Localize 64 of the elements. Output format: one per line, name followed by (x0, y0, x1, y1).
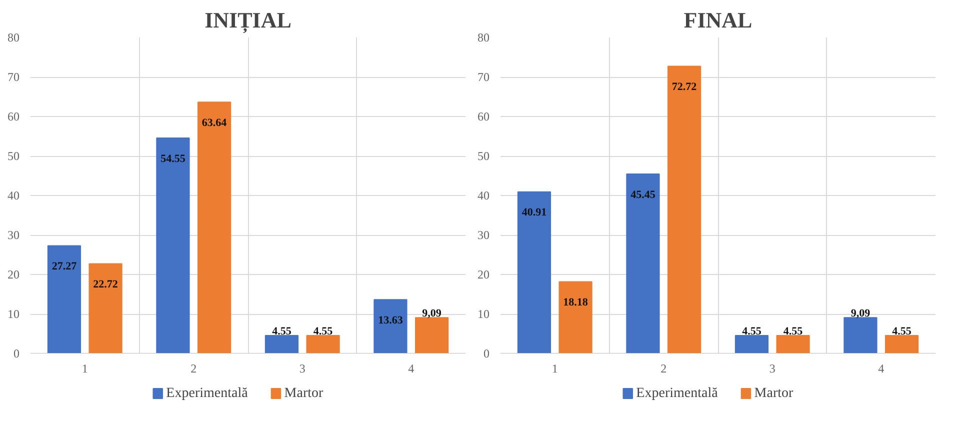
bar (197, 102, 232, 354)
y-tick-label: 0 (14, 346, 20, 360)
data-label: 4.55 (742, 326, 762, 338)
y-tick-label: 40 (478, 188, 490, 202)
bar (306, 335, 340, 354)
data-label: 40.91 (522, 206, 547, 219)
y-tick-label: 70 (478, 70, 490, 84)
data-label: 4.55 (892, 326, 912, 338)
bar (734, 335, 769, 354)
x-tick-label: 4 (408, 362, 414, 376)
bar (626, 173, 660, 354)
data-label: 4.55 (783, 326, 804, 338)
data-label: 18.18 (563, 296, 588, 308)
bar (47, 245, 82, 354)
x-tick-label: 1 (552, 362, 558, 376)
bar (844, 317, 878, 354)
bar (88, 263, 122, 354)
bar (517, 191, 552, 354)
y-tick-label: 10 (8, 307, 20, 321)
y-tick-label: 50 (8, 149, 20, 163)
bar (156, 138, 190, 354)
legend-label: Martor (284, 386, 324, 401)
bar (414, 317, 449, 354)
y-tick-label: 20 (8, 268, 20, 282)
y-tick-label: 60 (478, 110, 490, 124)
x-tick-label: 1 (82, 362, 88, 376)
x-tick-label: 2 (190, 362, 197, 376)
y-tick-label: 40 (8, 188, 20, 202)
y-tick-label: 80 (8, 30, 20, 44)
y-tick-label: 30 (478, 228, 490, 242)
y-tick-label: 20 (478, 268, 490, 282)
bar (667, 66, 702, 354)
x-tick-label: 4 (878, 362, 884, 376)
data-label: 22.72 (93, 278, 118, 291)
bar (264, 335, 299, 354)
y-tick-label: 50 (478, 149, 490, 163)
x-tick-label: 3 (299, 362, 306, 376)
bar (374, 299, 408, 354)
legend-label: Martor (754, 386, 794, 401)
y-tick-label: 10 (478, 307, 490, 321)
legend-label: Experimentală (166, 386, 249, 401)
y-tick-label: 80 (478, 30, 490, 44)
y-tick-label: 60 (8, 110, 20, 124)
data-label: 9,09 (422, 308, 442, 320)
data-label: 4.55 (272, 326, 292, 338)
data-label: 27.27 (52, 260, 78, 273)
chart-title: INIȚIAL (204, 8, 292, 34)
x-tick-label: 2 (660, 362, 667, 376)
y-tick-label: 30 (8, 228, 20, 242)
y-tick-label: 0 (484, 346, 490, 360)
y-tick-label: 70 (8, 70, 20, 84)
legend-label: Experimentală (636, 386, 719, 401)
chart-title: FINAL (684, 8, 752, 32)
data-label: 45.45 (630, 188, 656, 201)
data-label: 13.63 (378, 314, 404, 326)
bar (884, 335, 919, 354)
data-label: 54.55 (160, 152, 186, 165)
data-label: 63.64 (202, 116, 228, 129)
data-label: 9,09 (850, 308, 871, 320)
data-label: 4.55 (313, 326, 334, 338)
bar (776, 335, 810, 354)
x-tick-label: 3 (769, 362, 776, 376)
bar (558, 281, 592, 354)
data-label: 72.72 (672, 81, 698, 94)
